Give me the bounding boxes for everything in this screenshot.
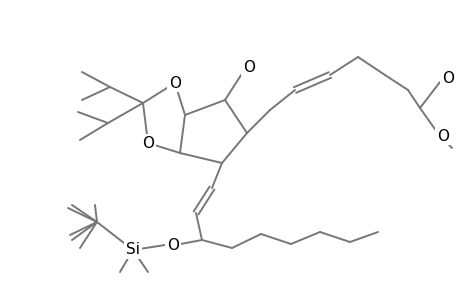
Text: O: O bbox=[436, 128, 448, 143]
Text: O: O bbox=[441, 70, 453, 86]
Text: O: O bbox=[142, 136, 154, 151]
Text: O: O bbox=[168, 76, 180, 91]
Text: O: O bbox=[167, 238, 179, 253]
Text: O: O bbox=[242, 59, 254, 74]
Text: Si: Si bbox=[126, 242, 140, 257]
